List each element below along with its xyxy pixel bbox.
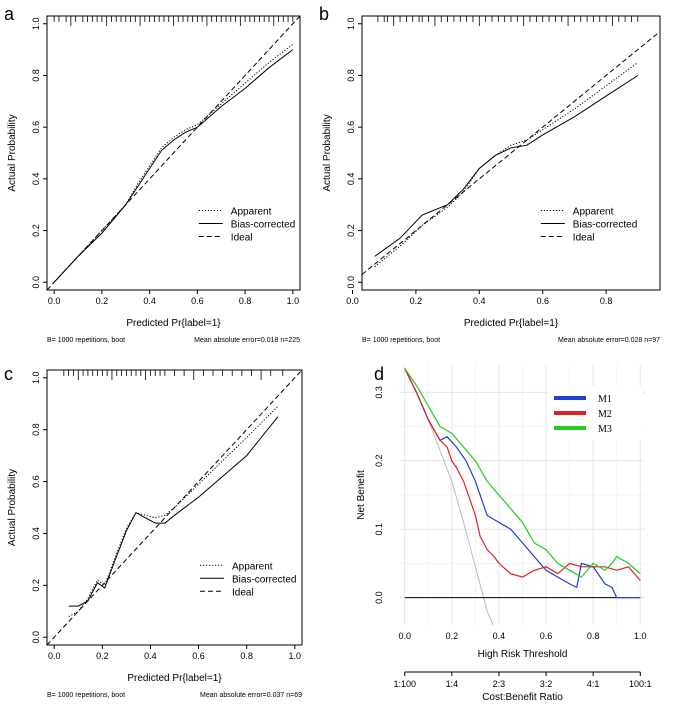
- y-tick-label: 0.4: [31, 527, 41, 540]
- series-ideal: [47, 16, 300, 290]
- cost-benefit-tick-label: 3:2: [540, 679, 553, 689]
- y-tick-label: 0.8: [31, 69, 41, 82]
- y-tick-label: 0.0: [31, 276, 41, 289]
- y-axis-title: Net Benefit: [356, 470, 367, 520]
- x-tick-label: 0.4: [143, 296, 156, 306]
- x-tick-label: 0.8: [600, 296, 613, 306]
- y-tick-label: 0.2: [31, 224, 41, 237]
- y-tick-label: 0.0: [31, 631, 41, 644]
- legend-label: M3: [598, 424, 612, 435]
- x-tick-label: 0.2: [410, 296, 423, 306]
- panel-letter: b: [319, 4, 329, 24]
- y-tick-label: 0.8: [31, 423, 41, 436]
- cost-benefit-tick-label: 100:1: [629, 679, 652, 689]
- y-tick-label: 1.0: [31, 372, 41, 385]
- legend-label: M1: [598, 394, 612, 405]
- footer-right: Mean absolute error=0.018 n=225: [194, 337, 300, 344]
- x-tick-label: 0.6: [540, 631, 553, 641]
- x-axis-title: Predicted Pr{label=1}: [127, 673, 222, 684]
- y-tick-label: 0.6: [31, 475, 41, 488]
- series-ideal: [47, 370, 302, 645]
- y-tick-label: 1.0: [346, 17, 356, 30]
- y-tick-label: 0.2: [374, 455, 384, 468]
- x-tick-label: 0.2: [96, 296, 109, 306]
- calibration-panel-a: a 0.0 0.2 0.4 0.6 0.8 1.0 0.0 0.2 0.4 0.6 0.8 1.0 Pre…: [4, 4, 301, 344]
- x-tick-label: 0.6: [192, 651, 205, 661]
- series-m3: [404, 368, 641, 578]
- legend-label: Ideal: [232, 587, 254, 598]
- legend-label: Ideal: [573, 233, 595, 244]
- x-tick-label: 0.4: [473, 296, 486, 306]
- x-tick-label: 0.0: [48, 296, 61, 306]
- series-apparent: [374, 62, 639, 268]
- x-axis-title: Predicted Pr{label=1}: [126, 318, 221, 329]
- x-tick-label: 0.0: [48, 651, 61, 661]
- legend-label: Apparent: [231, 207, 272, 218]
- y-tick-label: 0.0: [346, 276, 356, 289]
- panel-letter: d: [374, 364, 384, 384]
- x-tick-label: 0.8: [239, 296, 252, 306]
- x-tick-label: 0.4: [493, 631, 506, 641]
- cost-benefit-tick-label: 1:100: [393, 679, 416, 689]
- x-tick-label: 0.6: [191, 296, 204, 306]
- x-tick-label: 1.0: [289, 651, 302, 661]
- cost-benefit-title: Cost:Benefit Ratio: [482, 692, 563, 703]
- footer-left: B= 1000 repetitions, boot: [47, 337, 125, 344]
- x-tick-label: 1.0: [634, 631, 647, 641]
- legend-label: Bias-corrected: [573, 220, 637, 231]
- y-tick-label: 0.4: [346, 173, 356, 186]
- x-axis-title: High Risk Threshold: [478, 649, 568, 660]
- calibration-panel-c: c 0.0 0.2 0.4 0.6 0.8 1.0 0.0 0.2 0.4 0.6 0.8 1.0 Pre…: [4, 364, 303, 699]
- footer-right: Mean absolute error=0.028 n=97: [558, 337, 660, 344]
- cost-benefit-tick-label: 2:3: [493, 679, 506, 689]
- y-axis-title: Actual Probability: [7, 469, 18, 546]
- panel-letter: a: [4, 4, 15, 24]
- footer-right: Mean absolute error=0.037 n=69: [200, 692, 302, 699]
- x-tick-label: 0.0: [398, 631, 411, 641]
- series-apparent: [53, 44, 294, 283]
- y-axis-title: Actual Probability: [322, 114, 333, 191]
- x-axis-title: Predicted Pr{label=1}: [464, 318, 559, 329]
- series-bias-corrected: [53, 49, 294, 283]
- legend-label: Bias-corrected: [231, 220, 295, 231]
- y-tick-label: 0.0: [374, 591, 384, 604]
- y-tick-label: 0.8: [346, 69, 356, 82]
- y-tick-label: 0.6: [31, 121, 41, 134]
- x-tick-label: 0.0: [346, 296, 359, 306]
- decision-curve-panel: d 0.0 0.2 0.4 0.6 0.8 1.0 0.0 0.1 0.2 0.3 High Risk…: [356, 364, 652, 703]
- footer-left: B= 1000 repetitions, boot: [362, 337, 440, 344]
- x-tick-label: 0.6: [536, 296, 549, 306]
- x-tick-label: 0.8: [240, 651, 253, 661]
- legend-label: Ideal: [231, 233, 253, 244]
- series-ideal: [362, 31, 660, 275]
- y-tick-label: 0.2: [31, 579, 41, 592]
- x-tick-label: 0.2: [446, 631, 459, 641]
- series-apparent: [68, 405, 279, 617]
- y-tick-label: 1.0: [31, 17, 41, 30]
- panel-letter: c: [4, 364, 13, 384]
- x-tick-label: 0.4: [144, 651, 157, 661]
- cost-benefit-tick-label: 1:4: [446, 679, 459, 689]
- y-tick-label: 0.2: [346, 224, 356, 237]
- legend-label: M2: [598, 409, 612, 420]
- cost-benefit-tick-label: 4:1: [587, 679, 600, 689]
- y-axis-title: Actual Probability: [7, 114, 18, 191]
- footer-left: B= 1000 repetitions, boot: [47, 692, 125, 699]
- x-tick-label: 1.0: [287, 296, 300, 306]
- y-tick-label: 0.3: [374, 386, 384, 399]
- series-bias-corrected: [374, 75, 639, 257]
- x-tick-label: 0.2: [96, 651, 109, 661]
- calibration-panel-b: b 0.0 0.2 0.4 0.6 0.8 0.0 0.2 0.4 0.6 0.8 1.0 Predic…: [319, 4, 661, 344]
- y-tick-label: 0.4: [31, 173, 41, 186]
- legend-label: Apparent: [232, 561, 273, 572]
- y-tick-label: 0.6: [346, 121, 356, 134]
- series-bias-corrected: [68, 416, 279, 607]
- legend-label: Bias-corrected: [232, 574, 296, 585]
- legend-label: Apparent: [573, 207, 614, 218]
- series-m2: [404, 368, 641, 581]
- y-tick-label: 0.1: [374, 523, 384, 536]
- series-m1: [404, 368, 641, 599]
- x-tick-label: 0.8: [587, 631, 600, 641]
